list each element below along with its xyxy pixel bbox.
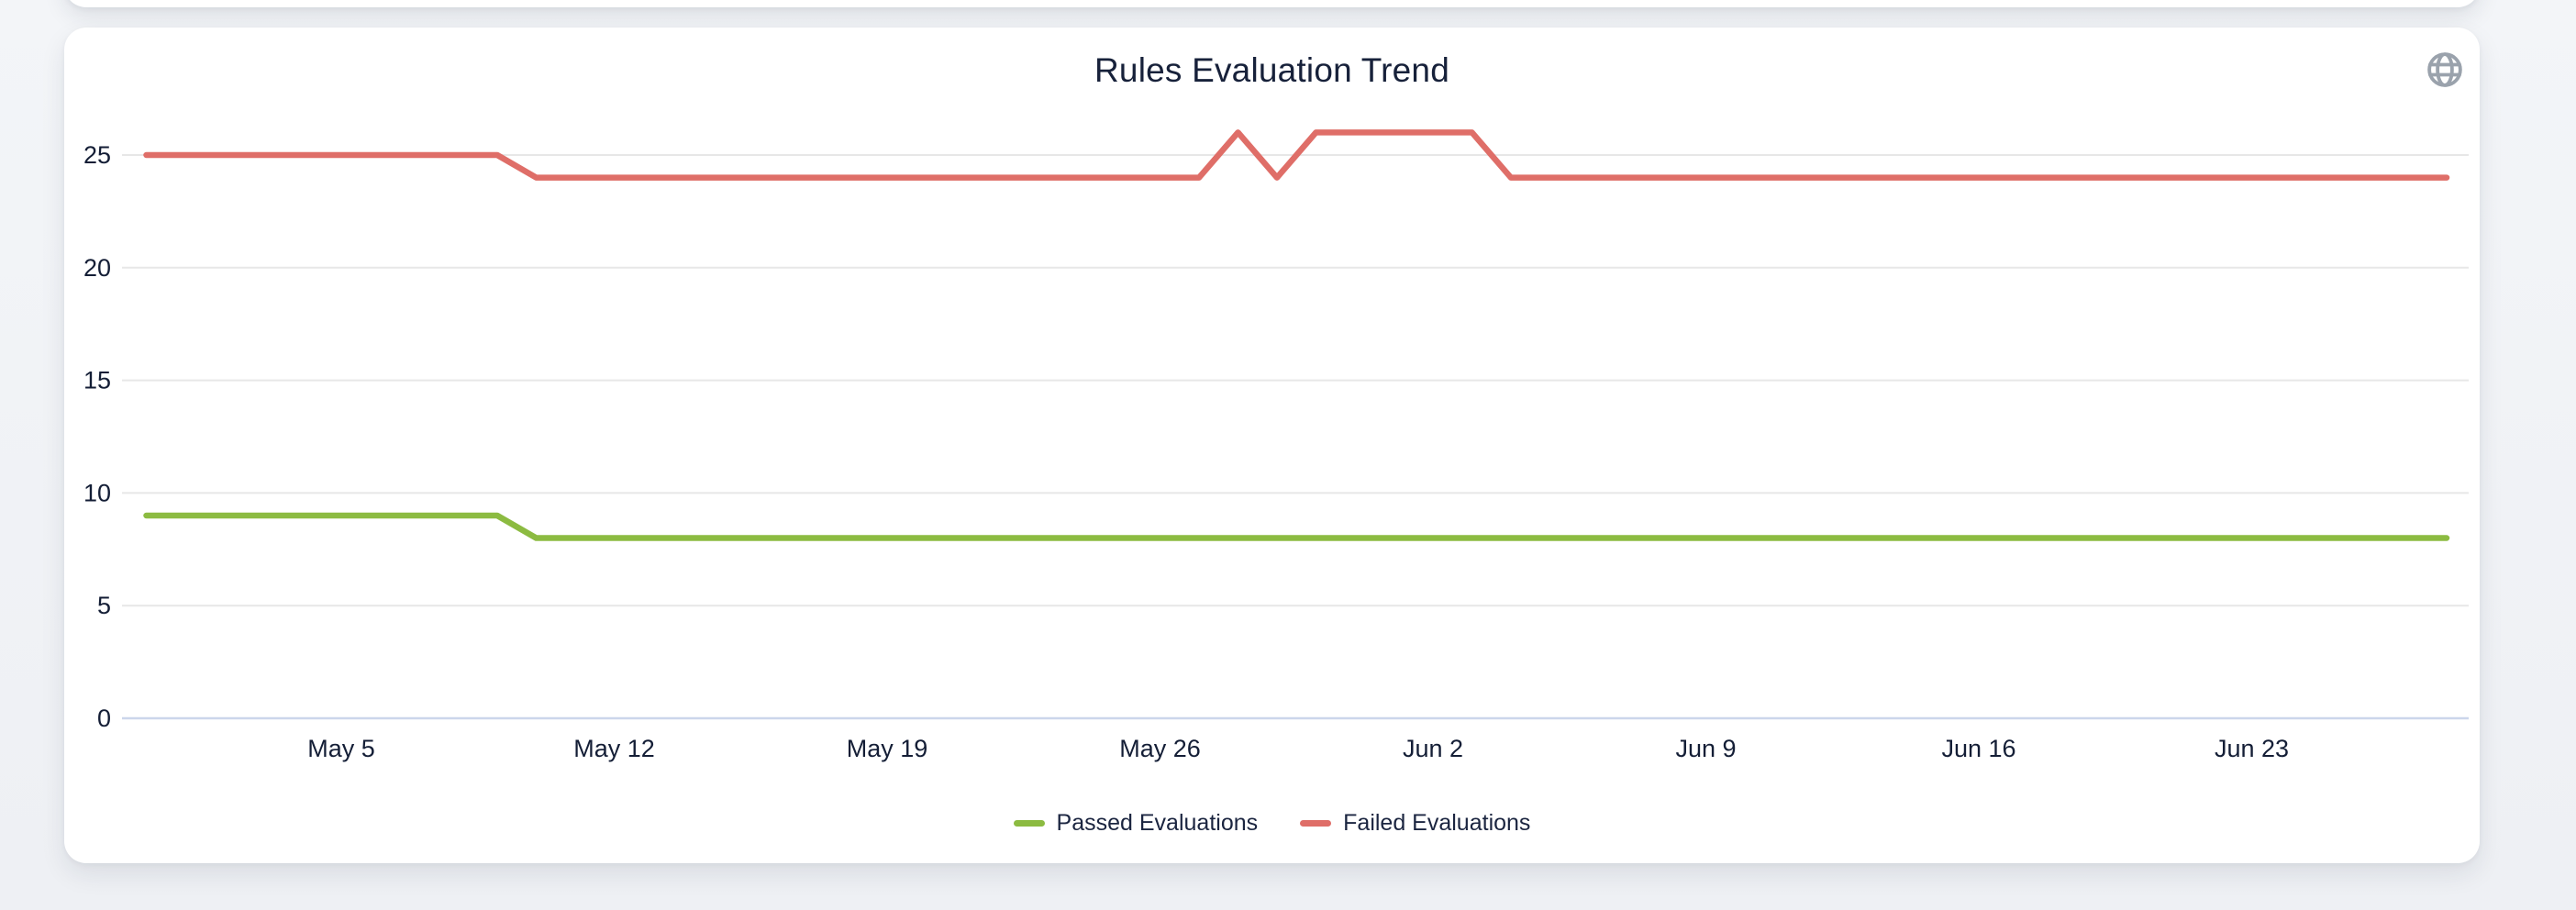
chart-legend: Passed Evaluations Failed Evaluations: [64, 804, 2480, 842]
svg-text:20: 20: [83, 254, 111, 282]
failed-series-swatch: [1300, 819, 1332, 827]
svg-text:25: 25: [83, 141, 111, 169]
svg-text:0: 0: [97, 705, 111, 732]
svg-text:15: 15: [83, 367, 111, 394]
legend-label-failed: Failed Evaluations: [1343, 809, 1531, 836]
svg-text:Jun 23: Jun 23: [2215, 735, 2289, 762]
legend-item-passed-evaluations[interactable]: Passed Evaluations: [1013, 809, 1259, 837]
previous-card-bottom-edge: [64, 0, 2480, 7]
svg-text:Jun 16: Jun 16: [1941, 735, 2015, 762]
passed-series-swatch: [1013, 819, 1045, 827]
globe-button[interactable]: [2423, 48, 2467, 92]
chart-card: Rules Evaluation Trend 0 5 10 15 20 25 May 5 Ma…: [64, 28, 2480, 863]
svg-text:Jun 2: Jun 2: [1403, 735, 1463, 762]
svg-text:10: 10: [83, 479, 111, 506]
legend-label-passed: Passed Evaluations: [1056, 809, 1259, 836]
legend-item-failed-evaluations[interactable]: Failed Evaluations: [1300, 810, 1530, 837]
svg-text:May 19: May 19: [847, 735, 928, 762]
svg-text:5: 5: [97, 592, 111, 619]
line-chart-canvas[interactable]: 0 5 10 15 20 25 May 5 May 12 May 19 May 26 Jun 2 Ju…: [64, 28, 2480, 863]
svg-text:May 5: May 5: [307, 735, 375, 762]
svg-text:May 12: May 12: [573, 735, 655, 762]
svg-text:Jun 9: Jun 9: [1675, 735, 1736, 762]
globe-icon: [2427, 52, 2462, 87]
chart-title: Rules Evaluation Trend: [1094, 51, 1449, 89]
svg-text:May 26: May 26: [1119, 735, 1201, 762]
